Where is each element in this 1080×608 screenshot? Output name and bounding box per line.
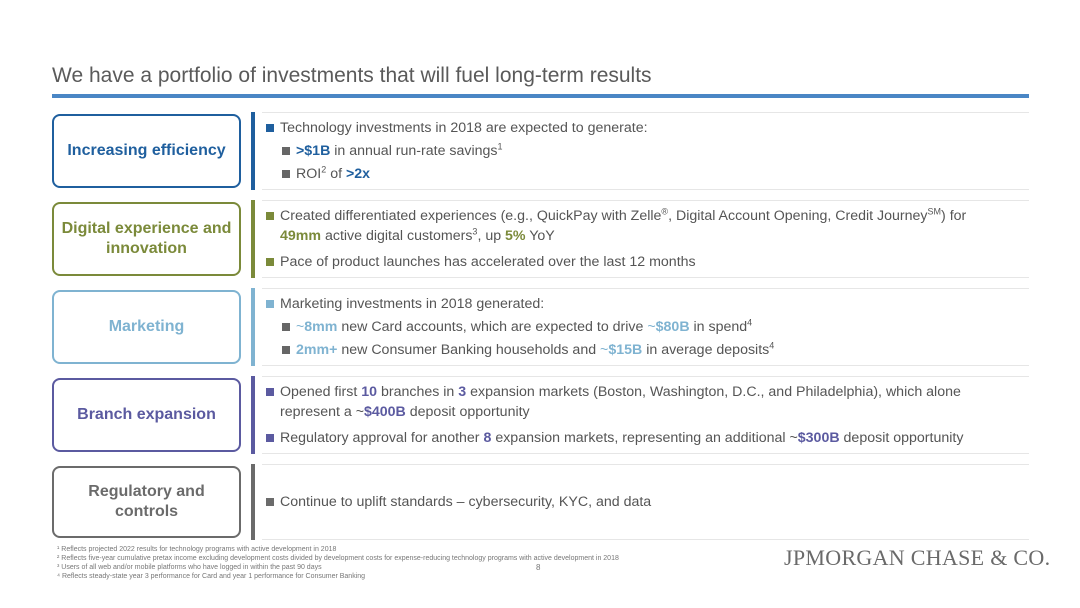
regulatory-label-box: Regulatory and controls (52, 466, 241, 538)
company-logo: JPMORGAN CHASE & CO. (784, 545, 1050, 571)
efficiency-accent-bar (251, 112, 255, 190)
square-bullet-icon (266, 124, 274, 132)
footnote-2: ² Reflects five-year cumulative pretax i… (57, 555, 619, 562)
section-regulatory: Regulatory and controls Continue to upli… (52, 464, 1029, 540)
digital-top-divider (262, 200, 1029, 201)
square-bullet-icon (282, 170, 290, 178)
efficiency-label-box: Increasing efficiency (52, 114, 241, 188)
square-bullet-icon (266, 388, 274, 396)
marketing-accent-bar (251, 288, 255, 366)
square-bullet-icon (266, 212, 274, 220)
efficiency-bullet: Technology investments in 2018 are expec… (264, 118, 1029, 138)
marketing-label: Marketing (108, 318, 185, 335)
efficiency-top-divider (262, 112, 1029, 113)
efficiency-sub-bullet-roi: ROI2 of >2x (264, 164, 1029, 184)
title-rule (52, 94, 1029, 98)
section-digital: Digital experience and innovation Create… (52, 200, 1029, 278)
section-marketing: Marketing Marketing investments in 2018 … (52, 288, 1029, 366)
branch-top-divider (262, 376, 1029, 377)
regulatory-label: Regulatory and controls (88, 483, 205, 520)
branch-accent-bar (251, 376, 255, 454)
square-bullet-icon (266, 434, 274, 442)
regulatory-accent-bar (251, 464, 255, 540)
section-branch: Branch expansion Opened first 10 branche… (52, 376, 1029, 454)
section-efficiency: Increasing efficiency Technology investm… (52, 112, 1029, 190)
branch-bullet-opened: Opened first 10 branches in 3 expansion … (264, 382, 1029, 422)
marketing-label-box: Marketing (52, 290, 241, 364)
regulatory-bottom-divider (262, 539, 1029, 540)
page-title: We have a portfolio of investments that … (52, 64, 652, 87)
regulatory-bullet: Continue to uplift standards – cybersecu… (264, 492, 1029, 512)
branch-label-box: Branch expansion (52, 378, 241, 452)
footnote-3: ³ Users of all web and/or mobile platfor… (57, 564, 322, 571)
efficiency-sub-bullet-savings: >$1B in annual run-rate savings1 (264, 141, 1029, 161)
regulatory-top-divider (262, 464, 1029, 465)
marketing-sub-bullet-card: ~8mm new Card accounts, which are expect… (264, 317, 1029, 337)
efficiency-bottom-divider (262, 189, 1029, 190)
digital-bullet-experiences: Created differentiated experiences (e.g.… (264, 206, 1029, 246)
footnotes: ¹ Reflects projected 2022 results for te… (57, 545, 619, 581)
square-bullet-icon (282, 323, 290, 331)
branch-bottom-divider (262, 453, 1029, 454)
digital-bottom-divider (262, 277, 1029, 278)
digital-label-box: Digital experience and innovation (52, 202, 241, 276)
square-bullet-icon (282, 346, 290, 354)
page-number: 8 (536, 563, 541, 572)
efficiency-label: Increasing efficiency (67, 142, 226, 159)
marketing-top-divider (262, 288, 1029, 289)
marketing-sub-bullet-households: 2mm+ new Consumer Banking households and… (264, 340, 1029, 360)
marketing-bottom-divider (262, 365, 1029, 366)
digital-accent-bar (251, 200, 255, 278)
branch-bullet-approval: Regulatory approval for another 8 expans… (264, 428, 1029, 448)
square-bullet-icon (266, 300, 274, 308)
digital-bullet-launches: Pace of product launches has accelerated… (264, 252, 1029, 272)
branch-label: Branch expansion (77, 406, 216, 423)
square-bullet-icon (282, 147, 290, 155)
square-bullet-icon (266, 258, 274, 266)
marketing-bullet: Marketing investments in 2018 generated: (264, 294, 1029, 314)
logo-text: JPMORGAN CHASE & CO. (784, 545, 1051, 570)
footnote-4: ⁴ Reflects steady-state year 3 performan… (57, 573, 366, 580)
footnote-1: ¹ Reflects projected 2022 results for te… (57, 546, 337, 553)
digital-label: Digital experience and innovation (61, 220, 232, 257)
square-bullet-icon (266, 498, 274, 506)
